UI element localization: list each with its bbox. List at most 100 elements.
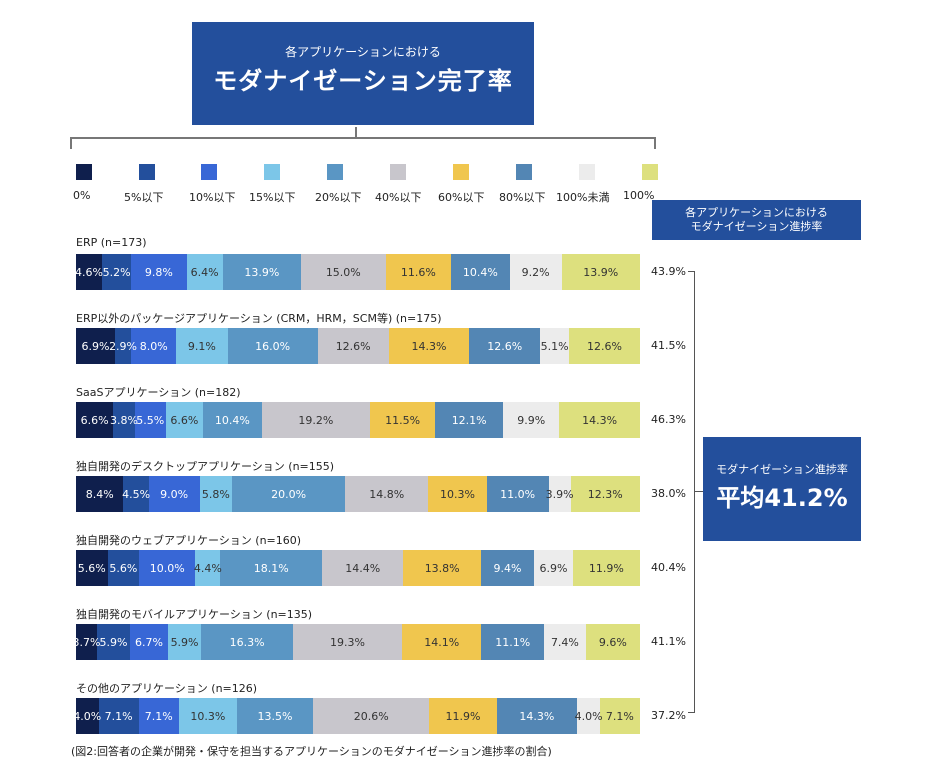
data-label: 20.6%: [353, 709, 389, 723]
bar-segment: 19.3%: [293, 624, 402, 660]
legend-label: 100%: [623, 189, 655, 202]
data-label: 7.4%: [550, 635, 579, 649]
bar-segment: 5.9%: [96, 624, 131, 660]
bar-segment: 7.4%: [544, 624, 586, 660]
data-label: 5.8%: [201, 487, 230, 501]
data-label: 9.0%: [160, 487, 189, 501]
data-label: 3.7%: [72, 635, 101, 649]
data-label: 16.3%: [229, 635, 265, 649]
bar-segment: 10.3%: [428, 476, 487, 512]
bar-segment: 9.0%: [148, 476, 200, 512]
bar-segment: 11.1%: [481, 624, 545, 660]
data-label: 6.6%: [170, 413, 199, 427]
data-label: 4.4%: [193, 561, 222, 575]
bar-row: 5.6% 5.6% 10.0% 4.4% 18.1% 14.4% 13.8% 9.4% 6.9%…: [76, 550, 640, 586]
legend-label: 60%以下: [438, 191, 485, 204]
bar-segment: 12.1%: [435, 402, 504, 438]
bar-segment: 9.2%: [509, 254, 562, 290]
data-label: 6.6%: [80, 413, 109, 427]
data-label: 19.2%: [298, 413, 334, 427]
data-label: 18.1%: [253, 561, 289, 575]
category-label: 独自開発のデスクトップアプリケーション (n=155): [76, 460, 335, 473]
data-label: 11.0%: [500, 487, 536, 501]
legend-label: 0%: [73, 189, 91, 202]
bar-segment: 9.9%: [503, 402, 560, 438]
data-label: 7.1%: [605, 709, 634, 723]
data-label: 10.0%: [149, 561, 185, 575]
data-label: 14.8%: [369, 487, 405, 501]
average-label: モダナイゼーション進捗率: [716, 463, 848, 476]
data-label: 10.3%: [190, 709, 226, 723]
legend-swatch: [264, 164, 280, 180]
average-connector: [695, 491, 703, 492]
data-label: 12.6%: [335, 339, 371, 353]
progress-rate-value: 46.3%: [651, 413, 686, 426]
bar-segment: 9.1%: [176, 328, 228, 364]
bar-segment: 13.9%: [222, 254, 301, 290]
legend-swatch: [453, 164, 469, 180]
data-label: 3.9%: [545, 487, 574, 501]
bar-segment: 6.6%: [165, 402, 203, 438]
data-label: 14.1%: [424, 635, 460, 649]
chart-title-box: 各アプリケーションにおける モダナイゼーション完了率: [192, 22, 534, 125]
legend-label: 10%以下: [189, 191, 236, 204]
bar-segment: 6.9%: [76, 328, 115, 364]
legend-label: 80%以下: [499, 191, 546, 204]
bar-segment: 9.4%: [481, 550, 534, 586]
data-label: 5.9%: [170, 635, 199, 649]
bar-segment: 4.4%: [193, 550, 222, 586]
bar-row: 6.9% 2.9% 8.0% 9.1% 16.0% 12.6% 14.3% 12.6% 5.1%…: [76, 328, 640, 364]
bar-segment: 12.3%: [570, 476, 640, 512]
chart-subtitle: 各アプリケーションにおける: [285, 45, 441, 59]
data-label: 9.8%: [144, 265, 173, 279]
bar-segment: 14.3%: [496, 698, 578, 734]
data-label: 12.6%: [586, 339, 622, 353]
bar-segment: 5.5%: [134, 402, 166, 438]
data-label: 4.0%: [574, 709, 603, 723]
progress-rate-value: 40.4%: [651, 561, 686, 574]
bar-segment: 9.8%: [131, 254, 187, 290]
data-label: 10.3%: [440, 487, 475, 501]
bar-segment: 14.3%: [388, 328, 470, 364]
average-bracket: [688, 271, 695, 713]
bar-row: 4.6% 5.2% 9.8% 6.4% 13.9% 15.0% 11.6% 10.4% 9.2%…: [75, 254, 640, 290]
data-label: 19.3%: [330, 635, 365, 649]
legend-swatch: [516, 164, 532, 180]
data-label: 14.3%: [519, 709, 555, 723]
progress-rate-value: 41.5%: [651, 339, 686, 352]
data-label: 8.0%: [139, 339, 168, 353]
bar-segment: 6.9%: [534, 550, 573, 586]
bar-segment: 16.0%: [227, 328, 318, 364]
bar-row: 6.6% 3.8% 5.5% 6.6% 10.4% 19.2% 11.5% 12.1% 9.9%…: [76, 402, 640, 438]
data-label: 5.6%: [109, 561, 138, 575]
data-label: 20.0%: [271, 487, 307, 501]
progress-rate-value: 37.2%: [651, 709, 686, 722]
data-label: 9.4%: [493, 561, 522, 575]
data-label: 13.9%: [244, 265, 280, 279]
data-label: 11.5%: [385, 413, 421, 427]
bar-segment: 14.1%: [401, 624, 482, 660]
bar-segment: 5.6%: [76, 550, 108, 586]
legend-label: 100%未満: [556, 191, 610, 204]
data-label: 7.1%: [104, 709, 133, 723]
bar-segment: 4.5%: [122, 476, 151, 512]
progress-rate-value: 43.9%: [651, 265, 686, 278]
data-label: 5.2%: [102, 265, 131, 279]
data-label: 7.1%: [144, 709, 173, 723]
category-label: ERP (n=173): [76, 236, 147, 249]
bar-segment: 6.4%: [186, 254, 223, 290]
bar-segment: 13.5%: [236, 698, 314, 734]
bar-segment: 15.0%: [301, 254, 386, 290]
bar-segment: 4.6%: [75, 254, 103, 290]
bar-segment: 3.7%: [72, 624, 100, 660]
legend-swatch: [642, 164, 658, 180]
title-bracket: [70, 137, 656, 149]
data-label: 5.6%: [77, 561, 106, 575]
data-label: 2.9%: [109, 339, 138, 353]
data-label: 11.6%: [400, 265, 436, 279]
bar-segment: 14.3%: [559, 402, 640, 438]
title-bracket-tick: [355, 127, 357, 138]
data-label: 11.1%: [495, 635, 531, 649]
data-label: 4.5%: [122, 487, 151, 501]
bar-segment: 11.0%: [486, 476, 549, 512]
